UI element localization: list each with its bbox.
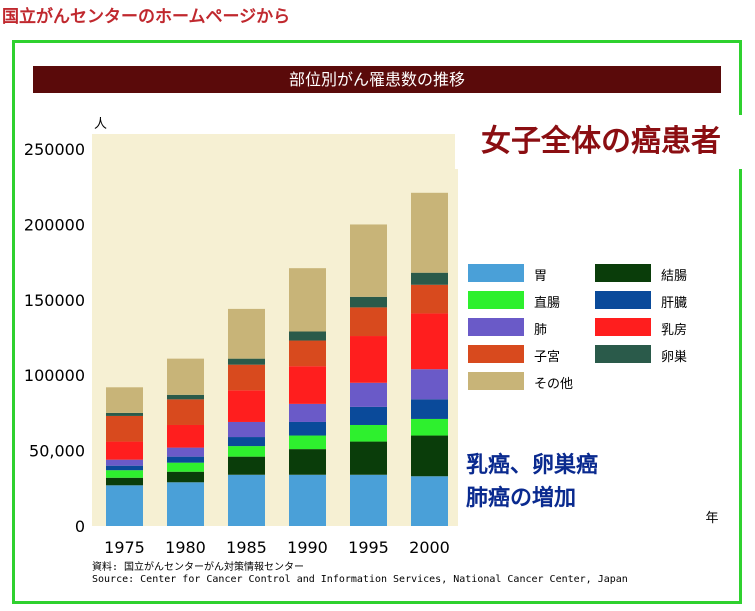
bar-segment-1995 <box>350 307 387 337</box>
bar-segment-1995 <box>350 382 387 407</box>
bar-segment-1985 <box>228 390 265 422</box>
bar-segment-1975 <box>106 465 143 471</box>
bar-segment-1980 <box>167 447 204 457</box>
page-caption: 国立がんセンターのホームページから <box>2 7 291 27</box>
bar-segment-1995 <box>350 424 387 442</box>
bar-segment-2000 <box>411 418 448 436</box>
annotation-sub-line1: 乳癌、卵巣癌 <box>466 453 599 478</box>
bar-segment-1985 <box>228 358 265 365</box>
bar-segment-1985 <box>228 364 265 391</box>
bar-segment-1995 <box>350 296 387 308</box>
bar-segment-1990 <box>289 474 326 526</box>
bar-segment-1980 <box>167 399 204 425</box>
x-tick-label: 1980 <box>165 538 206 557</box>
bar-segment-1985 <box>228 437 265 447</box>
y-tick-label: 150000 <box>24 291 85 310</box>
bar-segment-2000 <box>411 284 448 314</box>
bar-segment-2000 <box>411 435 448 477</box>
y-axis-unit: 人 <box>94 117 107 132</box>
bar-segment-1985 <box>228 446 265 457</box>
bar-segment-1985 <box>228 474 265 526</box>
legend-label: 結腸 <box>661 269 688 284</box>
bar-segment-2000 <box>411 476 448 526</box>
bar-segment-1995 <box>350 224 387 297</box>
y-tick-label: 250000 <box>24 140 85 159</box>
x-tick-label: 1975 <box>104 538 145 557</box>
y-tick-label: 0 <box>75 517 85 536</box>
bar-segment-1975 <box>106 412 143 416</box>
bar-segment-1990 <box>289 421 326 436</box>
legend-label: 直腸 <box>534 296 561 311</box>
annotation-sub-line2: 肺癌の増加 <box>466 486 577 511</box>
bar-segment-1995 <box>350 474 387 526</box>
bar-segment-1975 <box>106 441 143 460</box>
y-tick-label: 200000 <box>24 215 85 234</box>
bar-segment-1995 <box>350 336 387 383</box>
legend-swatch <box>595 264 651 282</box>
bar-segment-1975 <box>106 415 143 442</box>
legend-swatch <box>595 291 651 309</box>
bar-segment-1975 <box>106 387 143 413</box>
bar-segment-1990 <box>289 403 326 422</box>
legend-label: 卵巣 <box>661 350 688 365</box>
legend-label: 肺 <box>534 323 548 338</box>
bar-segment-1985 <box>228 421 265 438</box>
legend-swatch <box>468 264 524 282</box>
source-line1: 資料: 国立がんセンターがん対策情報センター <box>92 562 305 573</box>
bar-segment-2000 <box>411 272 448 285</box>
annotation-main: 女子全体の癌患者 <box>455 115 747 169</box>
chart-title: 部位別がん罹患数の推移 <box>288 70 465 89</box>
bar-segment-2000 <box>411 369 448 400</box>
bar-segment-1980 <box>167 462 204 472</box>
bar-segment-1980 <box>167 456 204 463</box>
legend-swatch <box>468 372 524 390</box>
chart-legend: 胃直腸肺子宮その他 結腸肝臓乳房卵巣 <box>468 264 748 404</box>
bar-segment-1990 <box>289 268 326 332</box>
legend-label: 胃 <box>534 269 548 284</box>
legend-label: 子宮 <box>534 350 561 365</box>
legend-swatch <box>595 318 651 336</box>
bar-segment-1995 <box>350 406 387 425</box>
bar-segment-1990 <box>289 340 326 367</box>
legend-label: その他 <box>534 377 574 392</box>
source-note: 資料: 国立がんセンターがん対策情報センター Source: Center fo… <box>92 562 628 586</box>
bar-segment-1990 <box>289 435 326 450</box>
source-line2: Source: Center for Cancer Control and In… <box>92 574 628 585</box>
bar-segment-2000 <box>411 399 448 419</box>
bar-segment-1990 <box>289 366 326 404</box>
bar-segment-1980 <box>167 482 204 526</box>
bar-segment-1995 <box>350 441 387 475</box>
bar-segment-2000 <box>411 192 448 273</box>
bar-segment-2000 <box>411 313 448 370</box>
x-tick-label: 2000 <box>409 538 450 557</box>
x-tick-label: 1990 <box>287 538 328 557</box>
legend-swatch <box>468 318 524 336</box>
bar-segment-1975 <box>106 470 143 478</box>
bar-segment-1990 <box>289 449 326 475</box>
x-axis-unit: 年 <box>705 511 718 526</box>
legend-swatch <box>468 291 524 309</box>
bar-segment-1975 <box>106 459 143 466</box>
x-tick-label: 1995 <box>348 538 389 557</box>
bar-segment-1985 <box>228 308 265 359</box>
x-tick-label: 1985 <box>226 538 267 557</box>
bar-segment-1980 <box>167 358 204 395</box>
bar-segment-1985 <box>228 456 265 475</box>
legend-label: 乳房 <box>661 323 688 338</box>
annotation-sub: 乳癌、卵巣癌 肺癌の増加 <box>462 449 638 521</box>
bar-segment-1975 <box>106 477 143 486</box>
bar-segment-1990 <box>289 331 326 341</box>
plot-area <box>92 134 458 526</box>
bar-segment-1980 <box>167 394 204 400</box>
bar-segment-1980 <box>167 471 204 483</box>
y-tick-label: 50,000 <box>29 442 85 461</box>
bar-segment-1980 <box>167 424 204 448</box>
chart-title-bar <box>33 66 721 93</box>
y-tick-label: 100000 <box>24 366 85 385</box>
legend-swatch <box>468 345 524 363</box>
legend-swatch <box>595 345 651 363</box>
legend-label: 肝臓 <box>661 296 688 311</box>
bar-segment-1975 <box>106 485 143 526</box>
